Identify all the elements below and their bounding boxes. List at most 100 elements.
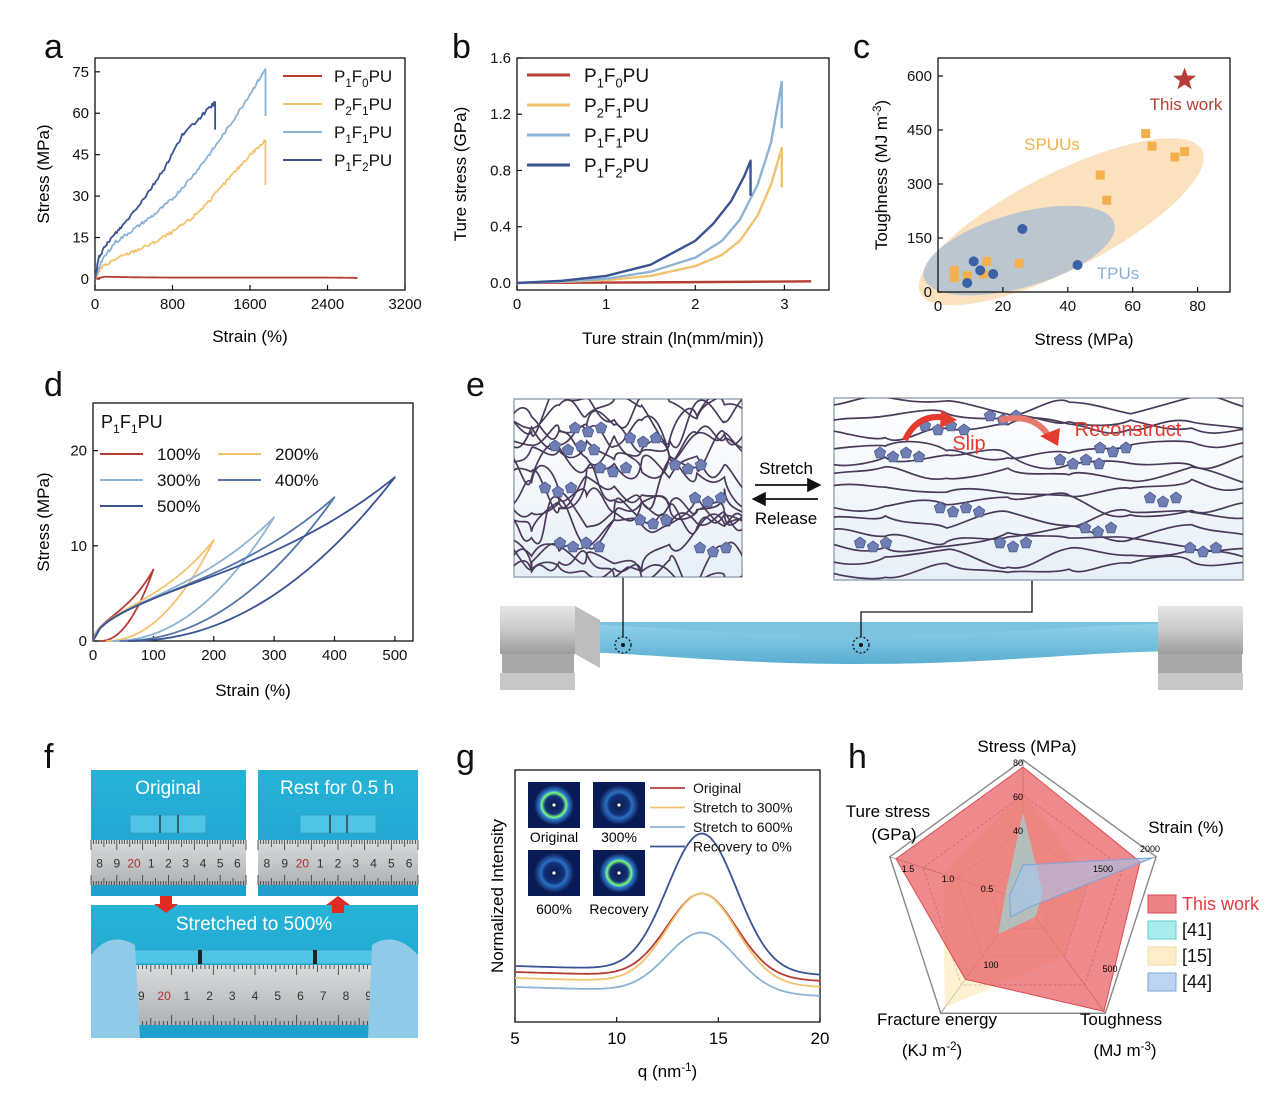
y-axis-label: Toughness (MJ m-3)	[872, 100, 891, 250]
y-tick-label: 0	[79, 633, 87, 650]
point-SPUUs	[1147, 141, 1157, 151]
curve-Stretch to 300%	[514, 892, 821, 988]
point-This work	[1173, 67, 1196, 90]
point-TPUs	[975, 265, 986, 276]
x-axis-label: Stress (MPa)	[1034, 330, 1133, 349]
hard-segment-bead	[873, 446, 887, 459]
ruler-number: 5	[274, 989, 281, 1003]
y-tick-label: 0.8	[490, 162, 511, 179]
radar-chart-h: 80 60 40 2000 1500 500 100 1.5 1.0 0.5 Stress (MPa…	[846, 737, 1260, 1060]
hard-segment-bead	[548, 439, 562, 452]
y-tick-label: 30	[72, 188, 89, 205]
ruler-number: 3	[352, 857, 359, 871]
axis-label-ture-stress: Ture stress	[846, 802, 930, 821]
axis-label-stress: Stress (MPa)	[977, 737, 1076, 756]
hard-segment-bead	[566, 540, 580, 553]
point-TPUs	[962, 278, 973, 288]
x-tick-label: 800	[160, 296, 185, 313]
loop-300%	[92, 516, 276, 642]
hard-segment-bead	[688, 491, 702, 504]
mark-line	[198, 950, 202, 964]
clamp-right-base	[1158, 673, 1243, 690]
hard-segment-bead	[693, 541, 707, 554]
panel-label-f: f	[44, 738, 54, 776]
chart-b: 0 1 2 3 0.0 0.4 0.8 1.2 1.6 Ture strain (ln(mm/mi…	[451, 50, 830, 348]
hard-segment-bead	[694, 458, 708, 471]
tick-stress-80: 80	[1013, 758, 1023, 768]
legend-swatch-[44]	[1147, 972, 1177, 992]
y-tick-label: 450	[907, 122, 932, 139]
tick-toughness-500: 500	[1102, 964, 1117, 974]
ruler-1: 8 9 20 1 2 3 4 5 6	[90, 840, 247, 885]
y-axis-label: Stress (MPa)	[34, 472, 53, 571]
tick-ture-0.5: 0.5	[981, 884, 994, 894]
polymer-chain	[514, 399, 717, 437]
label-stretched: Stretched to 500%	[176, 914, 332, 935]
polymer-chain	[514, 399, 742, 449]
x-tick-label: 0	[91, 296, 99, 313]
legend-label-This work: This work	[1182, 894, 1260, 914]
label-rest: Rest for 0.5 h	[280, 778, 394, 799]
polymer-chain	[834, 523, 1243, 546]
ruler-number: 4	[252, 989, 259, 1003]
plot-frame	[937, 57, 1231, 293]
ruler-number: 2	[335, 857, 342, 871]
hard-segment-bead	[568, 421, 582, 434]
legend-swatch-This work	[1147, 894, 1177, 914]
hard-segment-bead	[553, 536, 567, 549]
point-SPUUs	[1141, 129, 1151, 139]
x-tick-label: 80	[1189, 298, 1206, 315]
tick-strain-2000: 2000	[1140, 844, 1160, 854]
hard-segment-bead	[719, 541, 733, 554]
hard-segment-bead	[1183, 541, 1197, 554]
point-SPUUs	[1102, 195, 1112, 205]
radar-ring	[889, 759, 1157, 1014]
hard-segment-bead	[1019, 536, 1033, 549]
hard-segment-bead	[1104, 521, 1118, 534]
ruler-number: 6	[234, 857, 241, 871]
chart-title: P1F1PU	[101, 412, 163, 436]
series-line-P1F1PU	[516, 80, 783, 285]
label-reconstruct: Reconstruct	[1075, 419, 1182, 441]
series-line-P1F2PU	[516, 159, 752, 285]
hard-segment-bead	[592, 540, 606, 553]
beam-stop	[617, 871, 621, 875]
x-axis-label: Strain (%)	[212, 327, 288, 346]
chart-a: 0 800 1600 2400 3200 0 15 30 45 60 75 Strain (%) Str…	[34, 57, 422, 346]
y-axis-label: Ture stress (GPa)	[451, 107, 470, 241]
polymer-chain	[514, 424, 742, 479]
series-line-P2F1PU	[94, 139, 267, 280]
hard-segment-bead	[1066, 457, 1080, 470]
point-SPUUs	[1095, 170, 1105, 180]
axis-label-strain: Strain (%)	[1148, 818, 1224, 837]
ruler-number: 8	[96, 857, 103, 871]
chains	[834, 398, 1243, 580]
x-tick-label: 1600	[233, 296, 266, 313]
panel-label-g: g	[456, 738, 475, 776]
y-tick-label: 300	[907, 176, 932, 193]
polymer-chain	[834, 555, 1243, 580]
x-tick-label: 10	[607, 1029, 626, 1048]
legend-label-300%: 300%	[157, 471, 200, 490]
ruler-number: 6	[406, 857, 413, 871]
panel-label-h: h	[848, 738, 867, 776]
legend-label-[15]: [15]	[1182, 946, 1212, 966]
hard-segment-bead	[1006, 540, 1020, 553]
ruler-number: 1	[317, 857, 324, 871]
x-axis-label: Strain (%)	[215, 681, 291, 700]
legend-label-500%: 500%	[157, 497, 200, 516]
panel-label-c: c	[853, 28, 870, 66]
x-axis-label: q (nm-1)	[638, 1062, 697, 1081]
connector-right	[860, 580, 1033, 637]
point-SPUUs	[1014, 258, 1024, 268]
ruler-number: 20	[127, 857, 141, 871]
polymer-chain	[834, 440, 1243, 461]
point-TPUs	[988, 269, 999, 279]
tick-ture-1.0: 1.0	[942, 874, 955, 884]
hard-segment-bead	[659, 513, 673, 526]
label-stretch: Stretch	[759, 459, 813, 478]
hard-segment-bead	[912, 450, 926, 463]
label-release: Release	[755, 509, 817, 528]
legend-label-400%: 400%	[275, 471, 318, 490]
